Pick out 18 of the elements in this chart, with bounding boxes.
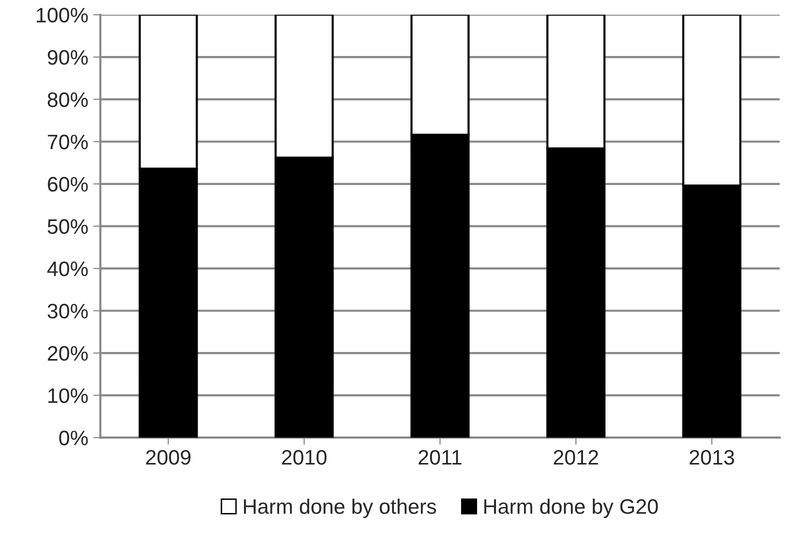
x-tick-label: 2010 [282,450,327,465]
y-tick-label: 30% [48,304,88,319]
legend-label: Harm done by G20 [484,498,658,518]
y-tick-label: 0% [59,430,88,446]
y-tick-label: 60% [48,176,88,192]
y-tick-label: 40% [47,261,88,276]
y-tick-label: 20% [48,346,88,361]
y-tick-label: 10% [48,388,88,404]
x-tick-label: 2011 [418,450,462,465]
y-tick-label: 70% [48,134,88,150]
y-tick-label: 50% [48,219,88,234]
x-tick-label: 2012 [554,450,598,465]
y-tick-label: 90% [48,50,88,65]
y-tick-label: 80% [48,92,88,108]
legend-label: Harm done by others [244,498,436,518]
x-tick-label: 2013 [690,450,734,465]
y-tick-label: 100% [36,8,88,23]
x-tick-label: 2009 [146,450,190,465]
